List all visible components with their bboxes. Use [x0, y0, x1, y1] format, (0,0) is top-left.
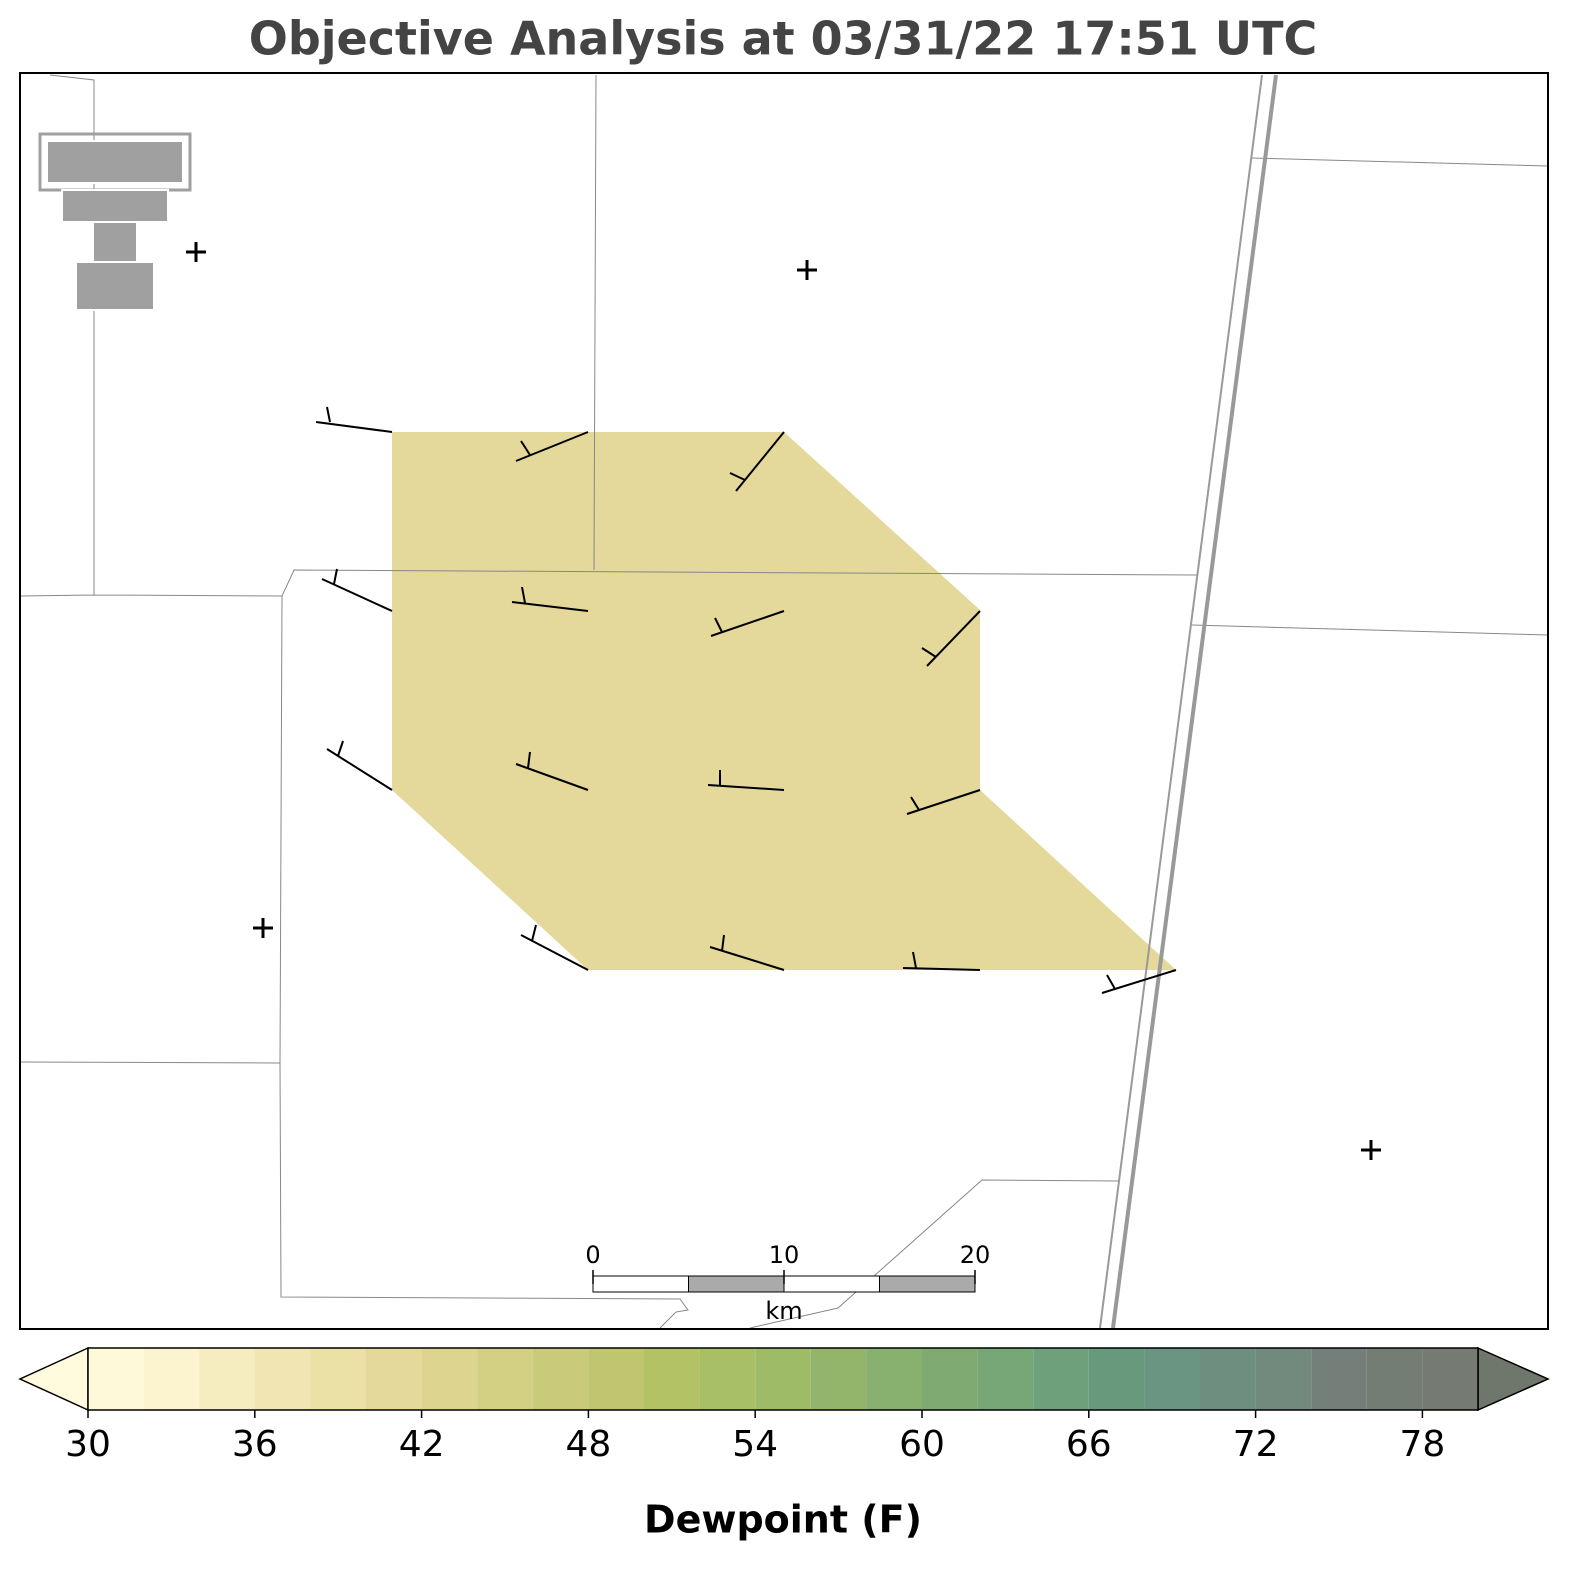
colorbar-bin [922, 1348, 978, 1410]
colorbar-tick-label: 72 [1233, 1424, 1279, 1465]
colorbar-bin [477, 1348, 533, 1410]
colorbar-tick-label: 54 [732, 1424, 778, 1465]
colorbar-tick-label: 66 [1066, 1424, 1112, 1465]
highway [1111, 74, 1278, 1329]
scale-tick-label: 10 [769, 1241, 800, 1269]
colorbar-bin [421, 1348, 478, 1410]
county-lines [19, 74, 1549, 1329]
colorbar-bin [755, 1348, 811, 1410]
colorbar-bin [143, 1348, 200, 1410]
colorbar-extend-max [1477, 1346, 1550, 1412]
colorbar-bin [310, 1348, 366, 1410]
colorbar-frame [87, 1347, 1479, 1411]
scale-segment [592, 1275, 689, 1293]
colorbar-bin [810, 1348, 867, 1410]
colorbar-bin [1200, 1348, 1256, 1410]
scale-segment [688, 1275, 785, 1293]
colorbar-label: Dewpoint (F) [644, 1498, 922, 1542]
map-frame [19, 72, 1549, 1330]
colorbar-extend-min [18, 1346, 89, 1412]
colorbar-tick-label: 30 [65, 1424, 111, 1465]
scale-bar: 0 10 20 km [585, 1241, 990, 1325]
colorbar-bin [1255, 1348, 1312, 1410]
colorbar-bin [977, 1348, 1034, 1410]
colorbar-bin [588, 1348, 644, 1410]
colorbar-bin [1422, 1348, 1478, 1410]
colorbar-bin [1088, 1348, 1145, 1410]
scale-unit: km [765, 1297, 802, 1325]
wind-barbs [315, 406, 1177, 994]
station-markers [186, 242, 1381, 1160]
chart-title: Objective Analysis at 03/31/22 17:51 UTC [249, 12, 1318, 66]
colorbar: 30 36 42 48 54 60 66 72 78 [18, 1346, 1550, 1465]
colorbar-tick-label: 36 [232, 1424, 278, 1465]
colorbar-tick-label: 78 [1399, 1424, 1445, 1465]
scale-segment [879, 1275, 976, 1293]
scale-segment [783, 1275, 880, 1293]
colorbar-bin [699, 1348, 756, 1410]
logo [38, 132, 192, 311]
colorbar-bin [1144, 1348, 1200, 1410]
analysis-fill [392, 432, 1176, 970]
colorbar-bin [644, 1348, 700, 1410]
map [19, 72, 1549, 1330]
colorbar-bin [866, 1348, 922, 1410]
colorbar-tick-label: 60 [899, 1424, 945, 1465]
colorbar-bin [199, 1348, 255, 1410]
scale-tick-label: 20 [960, 1241, 991, 1269]
colorbar-bin [254, 1348, 311, 1410]
colorbar-bin [1311, 1348, 1367, 1410]
colorbar-tick-label: 48 [565, 1424, 611, 1465]
colorbar-bin [1366, 1348, 1423, 1410]
colorbar-bin [88, 1348, 144, 1410]
colorbar-tick-label: 42 [399, 1424, 445, 1465]
colorbar-bin [366, 1348, 422, 1410]
scale-tick-label: 0 [585, 1241, 600, 1269]
colorbar-bin [1033, 1348, 1089, 1410]
colorbar-bin [532, 1348, 589, 1410]
